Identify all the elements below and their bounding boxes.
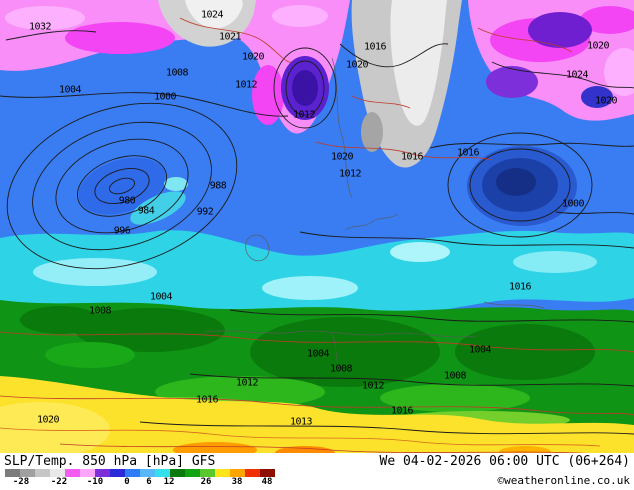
pressure-label: 1004 — [468, 344, 492, 356]
pressure-label: 1000 — [153, 91, 177, 103]
pressure-label: 1016 — [400, 151, 424, 163]
temperature-contours — [0, 17, 634, 453]
weather-map: 1032 1024 1021 1020 1008 1012 1000 1004 1012 1016… — [0, 0, 634, 453]
scale-color-segment — [50, 469, 65, 477]
pressure-label: 1012 — [234, 79, 258, 91]
pressure-label: 1032 — [28, 21, 52, 33]
scale-color-segment — [155, 469, 170, 477]
pressure-label: 1020 — [594, 95, 618, 107]
scale-color-segment — [170, 469, 185, 477]
pressure-label: 1008 — [329, 363, 353, 375]
coastlines — [204, 57, 545, 375]
pressure-label: 1016 — [508, 281, 532, 293]
pressure-label: 1000 — [561, 198, 585, 210]
scale-color-segment — [215, 469, 230, 477]
pressure-label: 996 — [113, 225, 131, 237]
copyright-text: ©weatheronline.co.uk — [497, 474, 630, 487]
pressure-label: 1013 — [289, 416, 313, 428]
pressure-label: 1016 — [390, 405, 414, 417]
isobar-contours — [0, 30, 634, 435]
scale-tick-label: 0 — [124, 477, 130, 487]
scale-tick-label: -10 — [86, 477, 104, 487]
scale-color-segment — [110, 469, 125, 477]
scale-color-segment — [5, 469, 20, 477]
map-graphics — [0, 0, 634, 453]
pressure-label: 1020 — [586, 40, 610, 52]
pressure-label: 1004 — [149, 291, 173, 303]
pressure-label: 984 — [137, 205, 155, 217]
pressure-label: 1008 — [443, 370, 467, 382]
forecast-datetime: We 04-02-2026 06:00 UTC (06+264) — [379, 454, 630, 469]
scale-color-segment — [95, 469, 110, 477]
pressure-label: 1016 — [363, 41, 387, 53]
scale-tick-label: 6 — [146, 477, 152, 487]
scale-color-segment — [140, 469, 155, 477]
footer-bar: SLP/Temp. 850 hPa [hPa] GFS We 04-02-202… — [0, 453, 634, 490]
pressure-label: 1020 — [241, 51, 265, 63]
product-title: SLP/Temp. 850 hPa [hPa] GFS — [4, 454, 216, 469]
scale-tick-label: -28 — [12, 477, 30, 487]
pressure-label: 1021 — [218, 31, 242, 43]
pressure-label: 1012 — [235, 377, 259, 389]
pressure-label: 988 — [209, 180, 227, 192]
scale-color-segment — [65, 469, 80, 477]
temperature-scale: -28 -22 -10 0 6 12 26 38 48 — [5, 469, 275, 489]
scale-color-segment — [230, 469, 245, 477]
scale-tick-label: -22 — [50, 477, 68, 487]
scale-color-segment — [80, 469, 95, 477]
scale-color-segment — [20, 469, 35, 477]
pressure-label: 1008 — [88, 305, 112, 317]
pressure-label: 1004 — [306, 348, 330, 360]
pressure-label: 1012 — [338, 168, 362, 180]
pressure-label: 1008 — [165, 67, 189, 79]
temperature-scale-ticks: -28 -22 -10 0 6 12 26 38 48 — [5, 477, 275, 488]
scale-color-segment — [35, 469, 50, 477]
scale-color-segment — [125, 469, 140, 477]
pressure-label: 1020 — [330, 151, 354, 163]
pressure-label: 1020 — [345, 59, 369, 71]
scale-color-segment — [245, 469, 260, 477]
temperature-scale-bar — [5, 469, 275, 477]
scale-color-segment — [260, 469, 275, 477]
pressure-label: 1020 — [36, 414, 60, 426]
scale-color-segment — [200, 469, 215, 477]
scale-tick-label: 38 — [231, 477, 243, 487]
pressure-label: 1016 — [456, 147, 480, 159]
pressure-label: 1012 — [361, 380, 385, 392]
pressure-label: 1024 — [200, 9, 224, 21]
pressure-label: 1024 — [565, 69, 589, 81]
pressure-label: 1012 — [292, 109, 316, 121]
scale-color-segment — [185, 469, 200, 477]
scale-tick-label: 12 — [163, 477, 175, 487]
pressure-label: 1004 — [58, 84, 82, 96]
pressure-label: 980 — [118, 195, 136, 207]
pressure-label: 992 — [196, 206, 214, 218]
map-labels: 1032 1024 1021 1020 1008 1012 1000 1004 1012 1016… — [28, 9, 618, 428]
scale-tick-label: 48 — [261, 477, 273, 487]
pressure-label: 1016 — [195, 394, 219, 406]
scale-tick-label: 26 — [200, 477, 212, 487]
temperature-fill-layer — [0, 0, 634, 453]
